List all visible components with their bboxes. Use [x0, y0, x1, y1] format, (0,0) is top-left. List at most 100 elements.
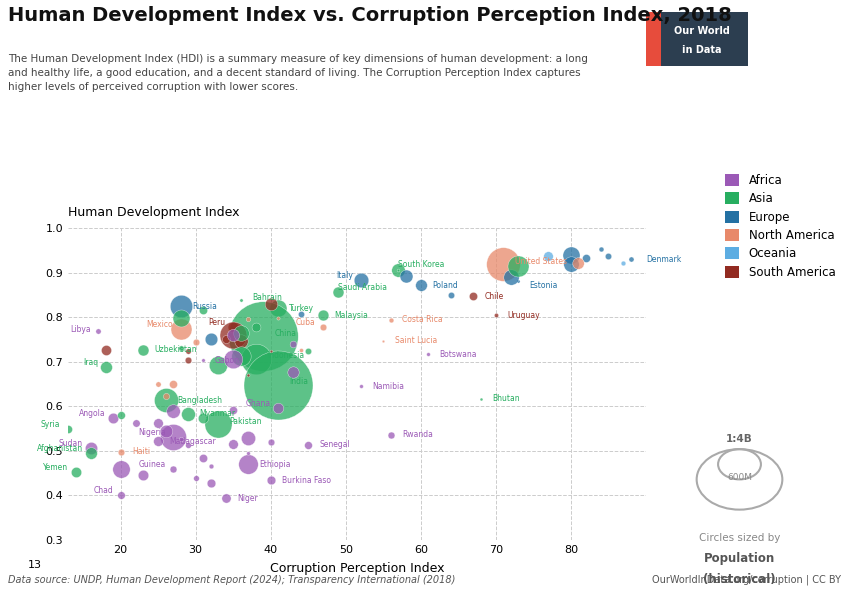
Text: Costa Rica: Costa Rica	[402, 316, 443, 325]
Point	[414, 280, 428, 290]
Point	[167, 379, 180, 388]
Point	[136, 470, 150, 480]
Point	[114, 464, 128, 474]
Text: Uruguay: Uruguay	[507, 311, 540, 320]
Point	[226, 323, 240, 332]
Point	[151, 379, 165, 388]
Legend: Africa, Asia, Europe, North America, Oceania, South America: Africa, Asia, Europe, North America, Oce…	[725, 174, 836, 278]
Text: Cuba: Cuba	[296, 318, 315, 327]
Point	[151, 437, 165, 446]
Point	[271, 304, 285, 313]
Point	[196, 454, 210, 463]
Text: Chad: Chad	[94, 486, 113, 495]
Point	[271, 313, 285, 322]
Text: Haiti: Haiti	[132, 447, 150, 456]
Text: Population: Population	[704, 552, 775, 565]
Text: Sudan: Sudan	[59, 439, 83, 448]
Point	[226, 330, 240, 340]
Text: Gabon: Gabon	[214, 356, 240, 365]
Text: Poland: Poland	[432, 281, 458, 290]
Point	[114, 447, 128, 457]
Point	[489, 311, 502, 320]
Text: Pakistan: Pakistan	[230, 418, 262, 427]
Text: Mexico: Mexico	[146, 320, 173, 329]
Text: 600M: 600M	[727, 473, 752, 482]
Text: Malaysia: Malaysia	[335, 311, 368, 320]
Point	[83, 443, 97, 452]
Point	[196, 356, 210, 365]
Point	[159, 391, 173, 401]
Point	[354, 382, 367, 391]
Text: Estonia: Estonia	[530, 281, 558, 290]
Point	[384, 430, 398, 440]
Point	[249, 322, 263, 332]
Point	[241, 314, 255, 324]
Point	[189, 337, 202, 346]
Point	[196, 305, 210, 314]
Text: Russia: Russia	[192, 302, 217, 311]
Point	[241, 448, 255, 457]
Text: Bangladesh: Bangladesh	[177, 395, 222, 404]
Point	[212, 360, 225, 370]
Point	[181, 346, 195, 356]
Point	[167, 432, 180, 442]
Text: Angola: Angola	[79, 409, 105, 418]
Text: Saint Lucia: Saint Lucia	[394, 336, 437, 345]
FancyBboxPatch shape	[646, 12, 661, 66]
Point	[173, 314, 187, 323]
Text: Namibia: Namibia	[372, 382, 404, 391]
Point	[181, 440, 195, 450]
Point	[399, 271, 412, 280]
Text: Burkina Faso: Burkina Faso	[282, 476, 331, 485]
Point	[512, 261, 525, 271]
Point	[474, 394, 488, 404]
Point	[392, 265, 405, 275]
Text: Botswana: Botswana	[439, 350, 477, 359]
Point	[302, 440, 315, 449]
Text: Human Development Index: Human Development Index	[68, 206, 240, 219]
Text: Libya: Libya	[70, 325, 90, 334]
Point	[234, 352, 247, 361]
Point	[114, 490, 128, 500]
Text: (historical): (historical)	[703, 574, 776, 586]
Point	[572, 258, 586, 268]
Text: Turkey: Turkey	[290, 304, 314, 313]
Point	[564, 259, 578, 268]
Text: Peru: Peru	[208, 319, 225, 328]
Point	[316, 322, 330, 332]
Point	[159, 395, 173, 405]
Point	[234, 295, 247, 305]
Point	[181, 356, 195, 365]
Text: South Korea: South Korea	[399, 260, 445, 269]
Point	[181, 409, 195, 419]
Text: Myanmar: Myanmar	[200, 409, 235, 418]
Point	[114, 410, 128, 419]
Point	[91, 326, 105, 336]
Point	[541, 251, 555, 260]
Point	[69, 467, 82, 477]
Text: 1:4B: 1:4B	[726, 434, 753, 444]
Point	[564, 250, 578, 260]
Text: United States: United States	[514, 257, 567, 266]
Point	[167, 464, 180, 474]
Point	[264, 346, 277, 356]
Point	[617, 259, 631, 268]
Text: Senegal: Senegal	[320, 440, 350, 449]
Point	[173, 324, 187, 334]
Point	[83, 448, 97, 457]
Text: Niger: Niger	[237, 494, 258, 503]
Text: Bhutan: Bhutan	[492, 394, 519, 403]
Point	[159, 427, 173, 436]
Point	[302, 347, 315, 356]
Point	[384, 315, 398, 325]
Point	[173, 302, 187, 311]
Text: Chile: Chile	[484, 292, 504, 301]
Point	[204, 479, 218, 488]
Point	[226, 439, 240, 449]
Point	[204, 461, 218, 471]
Text: Afghanistan: Afghanistan	[37, 443, 83, 452]
Point	[271, 380, 285, 390]
Text: Nigeria: Nigeria	[138, 428, 166, 437]
Point	[61, 424, 75, 434]
Point	[212, 419, 225, 429]
